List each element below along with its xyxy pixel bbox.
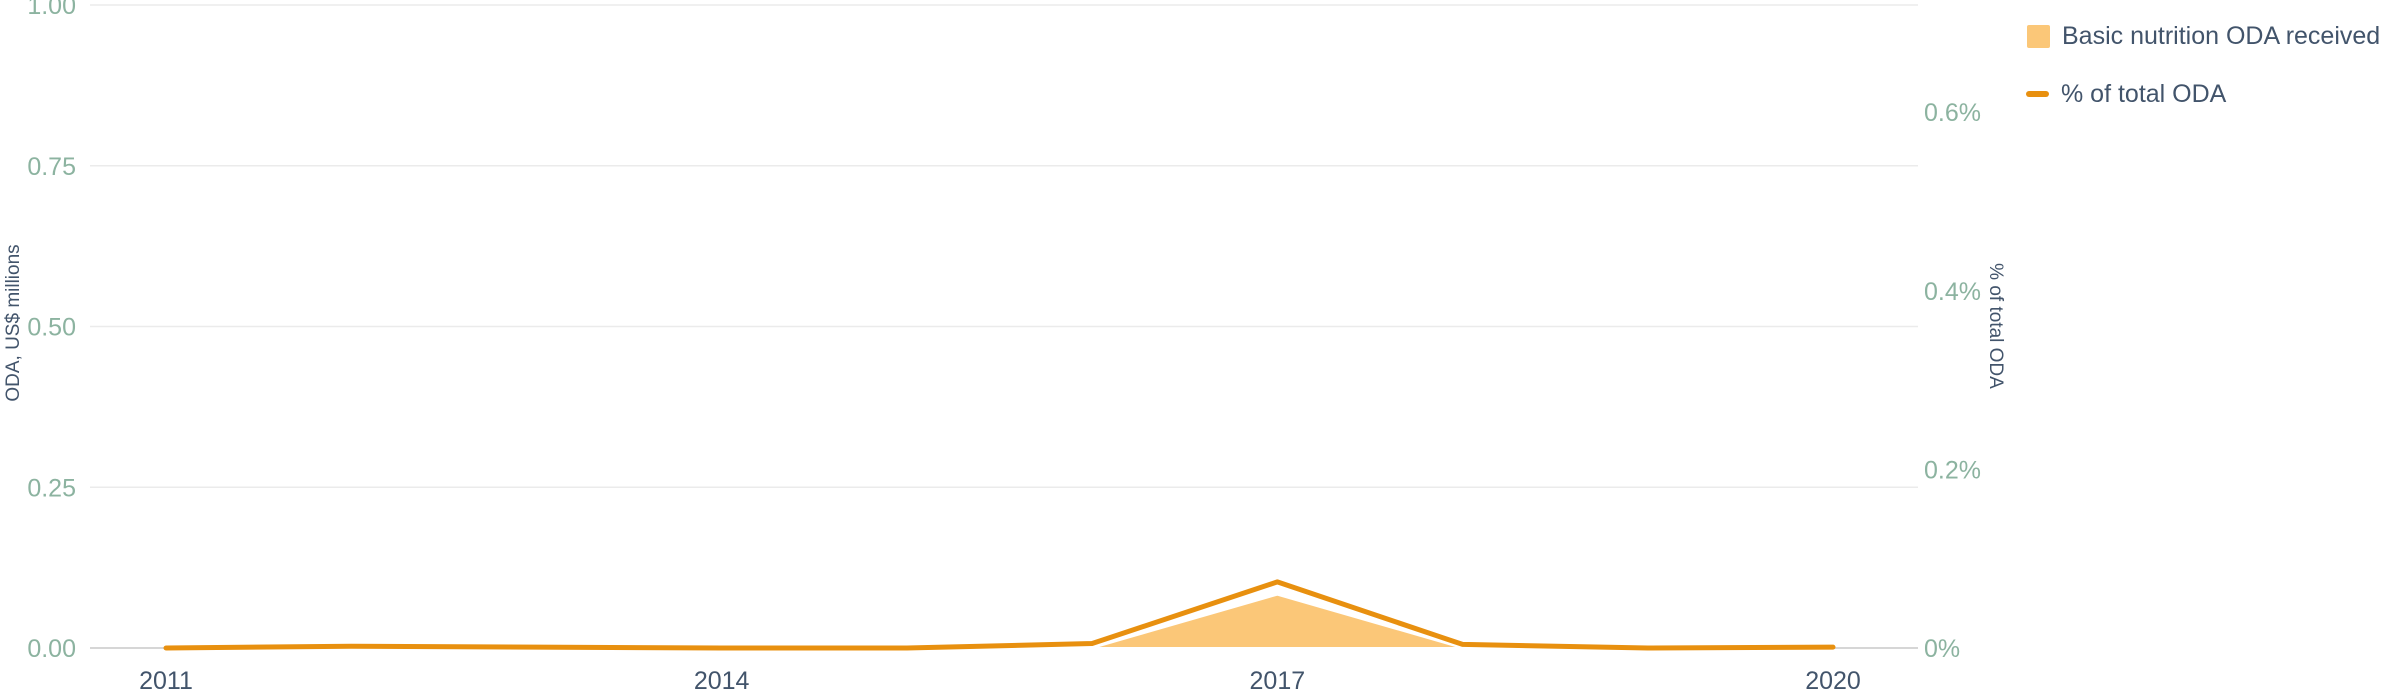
left-axis-ticks: 0.00 0.25 0.50 0.75 1.00: [27, 0, 76, 663]
right-tick-label: 0.6%: [1924, 99, 1981, 127]
left-tick-label: 0.00: [27, 635, 76, 663]
legend: Basic nutrition ODA received % of total …: [2024, 18, 2380, 134]
x-tick-label: 2011: [139, 667, 193, 695]
right-tick-label: 0%: [1924, 635, 1960, 663]
legend-label: % of total ODA: [2061, 79, 2227, 108]
legend-label: Basic nutrition ODA received: [2062, 21, 2381, 50]
area-swatch-icon: [2027, 24, 2050, 48]
area-series-basic-nutrition: [165, 593, 1834, 649]
x-tick-label: 2020: [1805, 667, 1861, 695]
left-tick-label: 0.25: [27, 474, 76, 502]
left-tick-label: 1.00: [27, 0, 76, 20]
line-swatch-icon: [2026, 91, 2049, 97]
left-tick-label: 0.50: [27, 314, 76, 342]
area-series-layer: [165, 593, 1834, 649]
legend-item-percent-total-oda[interactable]: % of total ODA: [2024, 76, 2380, 112]
right-axis-title: % of total ODA: [1985, 263, 2006, 389]
left-tick-label: 0.75: [27, 153, 76, 181]
left-axis-title: ODA, US$ millions: [3, 244, 24, 401]
line-series-layer: [163, 579, 1836, 651]
line-series-percent-total-oda: [163, 579, 1836, 651]
right-tick-label: 0.2%: [1924, 456, 1981, 484]
grid-lines: [90, 4, 1918, 649]
right-axis-ticks: 0% 0.2% 0.4% 0.6%: [1924, 99, 1981, 663]
x-tick-label: 2017: [1250, 667, 1306, 695]
right-tick-label: 0.4%: [1924, 278, 1981, 306]
x-tick-label: 2014: [694, 667, 750, 695]
x-axis-ticks: 2011 2014 2017 2020: [139, 667, 1861, 695]
legend-item-basic-nutrition[interactable]: Basic nutrition ODA received: [2024, 18, 2380, 54]
